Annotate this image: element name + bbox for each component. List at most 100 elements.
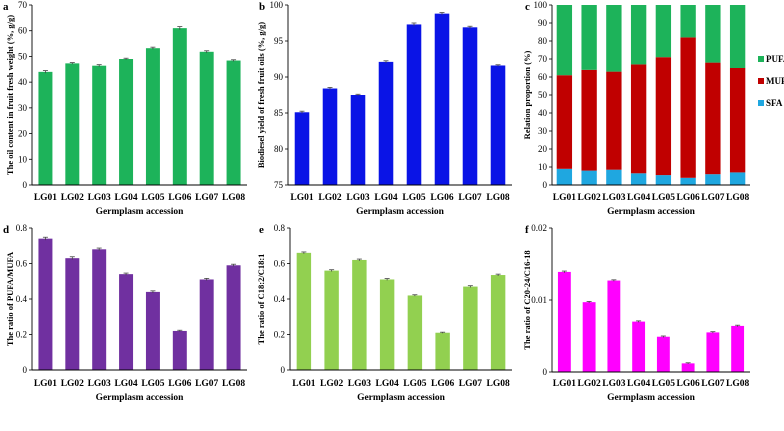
x-tick-label: LG03	[602, 193, 625, 203]
panel-d: d 0 0.2 0.4 0.6 0.8 LG01 LG02 LG03 LG04 LG05 LG06 LG…	[3, 223, 247, 403]
panel-letter: c	[525, 1, 530, 13]
y-tick-label: 75	[274, 180, 284, 190]
error-bar-lg03	[356, 258, 362, 261]
x-tick-label: LG01	[34, 379, 57, 389]
bar-lg02	[65, 63, 80, 185]
error-bar-lg04	[123, 57, 129, 60]
bar-pufa-lg04	[630, 5, 647, 65]
x-tick-label: LG06	[168, 379, 191, 389]
bar-lg04	[379, 279, 395, 370]
bar-sfa-lg03	[606, 169, 622, 185]
x-tick-label: LG04	[114, 379, 137, 389]
bar-lg06	[172, 330, 187, 370]
error-bar-lg06	[440, 331, 446, 334]
error-bar-lg03	[355, 93, 361, 96]
bar-lg03	[352, 259, 367, 370]
error-bar-lg04	[636, 320, 642, 323]
bar-mufa-lg03	[606, 71, 622, 170]
bar-pufa-lg02	[581, 5, 597, 70]
bar-lg06	[681, 363, 695, 372]
panel-e: e 0 0.2 0.4 0.6 0.8 LG01 LG02 LG03 LG04 LG05 LG06 LG…	[256, 223, 512, 403]
bar-lg06	[434, 13, 450, 186]
error-bar-lg05	[660, 335, 666, 338]
x-tick-label: LG04	[376, 379, 399, 389]
y-tick-label: 0	[281, 365, 286, 375]
x-tick-label: LG03	[346, 193, 369, 203]
bar-sfa-lg01	[556, 168, 573, 185]
x-tick-label: LG03	[88, 193, 111, 203]
x-tick-label: LG02	[578, 379, 601, 389]
error-bar-lg07	[467, 25, 473, 29]
error-bar-lg01	[561, 270, 567, 273]
legend-label-pufa: PUFA	[766, 54, 784, 64]
x-tick-label: LG06	[168, 193, 191, 203]
legend-label-sfa: SFA	[766, 98, 783, 108]
x-tick-label: LG05	[652, 193, 675, 203]
panel-f: f 0 0.01 0.02 LG01 LG02 LG03 LG04 LG05 LG06 LG07 LG…	[522, 223, 750, 403]
error-bar-lg03	[611, 279, 617, 282]
x-tick-label: LG03	[88, 379, 111, 389]
panel-b: b 75 80 85 90 95 100 LG01 LG02 LG03 LG04 LG05 LG06 LG…	[256, 0, 512, 217]
error-bar-lg01	[301, 251, 307, 254]
bar-lg04	[119, 59, 134, 185]
y-tick-label: 90	[274, 72, 284, 82]
bar-sfa-lg08	[729, 172, 746, 185]
bar-pufa-lg08	[729, 5, 746, 68]
y-tick-label: 90	[538, 18, 548, 28]
y-tick-label: 0.6	[16, 259, 28, 269]
error-bar-lg04	[123, 272, 129, 276]
y-tick-label: 10	[538, 162, 548, 172]
error-bar-lg07	[204, 50, 210, 53]
bar-sfa-lg02	[581, 170, 597, 185]
bar-lg05	[407, 295, 423, 370]
error-bar-lg02	[69, 256, 75, 260]
panel-letter: d	[3, 224, 9, 236]
error-bar-lg01	[299, 110, 305, 114]
y-tick-label: 50	[18, 51, 28, 61]
x-tick-label: LG07	[458, 193, 481, 203]
y-tick-label: 0.2	[274, 330, 285, 340]
y-axis-label: The oil content in fruit fresh weight (%…	[5, 15, 15, 175]
bar-lg02	[65, 258, 80, 370]
x-tick-label: LG07	[459, 379, 482, 389]
y-tick-label: 0.4	[274, 294, 286, 304]
bar-lg07	[199, 51, 214, 185]
y-tick-label: 30	[538, 126, 548, 136]
bar-pufa-lg07	[705, 5, 721, 63]
x-tick-label: LG08	[222, 379, 245, 389]
x-tick-label: LG08	[486, 193, 509, 203]
x-tick-label: LG02	[320, 379, 343, 389]
y-tick-label: 95	[274, 36, 284, 46]
error-bar-lg07	[710, 331, 716, 334]
x-tick-label: LG06	[431, 379, 454, 389]
x-tick-label: LG03	[602, 379, 625, 389]
x-axis-label: Germplasm accession	[356, 207, 445, 217]
bar-lg08	[226, 60, 241, 185]
bar-lg07	[462, 27, 478, 185]
x-tick-label: LG01	[34, 193, 57, 203]
error-bar-lg06	[685, 362, 691, 364]
bar-mufa-lg05	[655, 57, 672, 176]
bar-mufa-lg06	[680, 37, 696, 178]
x-tick-label: LG05	[402, 193, 425, 203]
error-bar-lg06	[177, 26, 183, 30]
bar-lg02	[324, 270, 339, 370]
bar-lg07	[706, 332, 720, 372]
x-tick-label: LG07	[195, 193, 218, 203]
x-tick-label: LG05	[403, 379, 426, 389]
y-tick-label: 85	[274, 108, 284, 118]
panel-a: a 0 10 20 30 40 50 60 70 LG01 LG02 LG03 LG04 LG05 LG06…	[3, 0, 247, 217]
bar-lg05	[145, 48, 160, 186]
error-bar-lg02	[327, 87, 333, 90]
error-bar-lg08	[735, 324, 741, 327]
bar-mufa-lg07	[705, 62, 721, 175]
y-tick-label: 0	[23, 365, 28, 375]
y-tick-label: 70	[538, 54, 548, 64]
error-bar-lg08	[495, 273, 501, 276]
x-tick-label: LG06	[677, 379, 700, 389]
y-axis-label: The ratio of C20-24/C16-18	[522, 250, 532, 349]
bar-lg06	[435, 332, 450, 370]
x-tick-label: LG06	[677, 193, 700, 203]
y-tick-label: 0.4	[16, 294, 28, 304]
